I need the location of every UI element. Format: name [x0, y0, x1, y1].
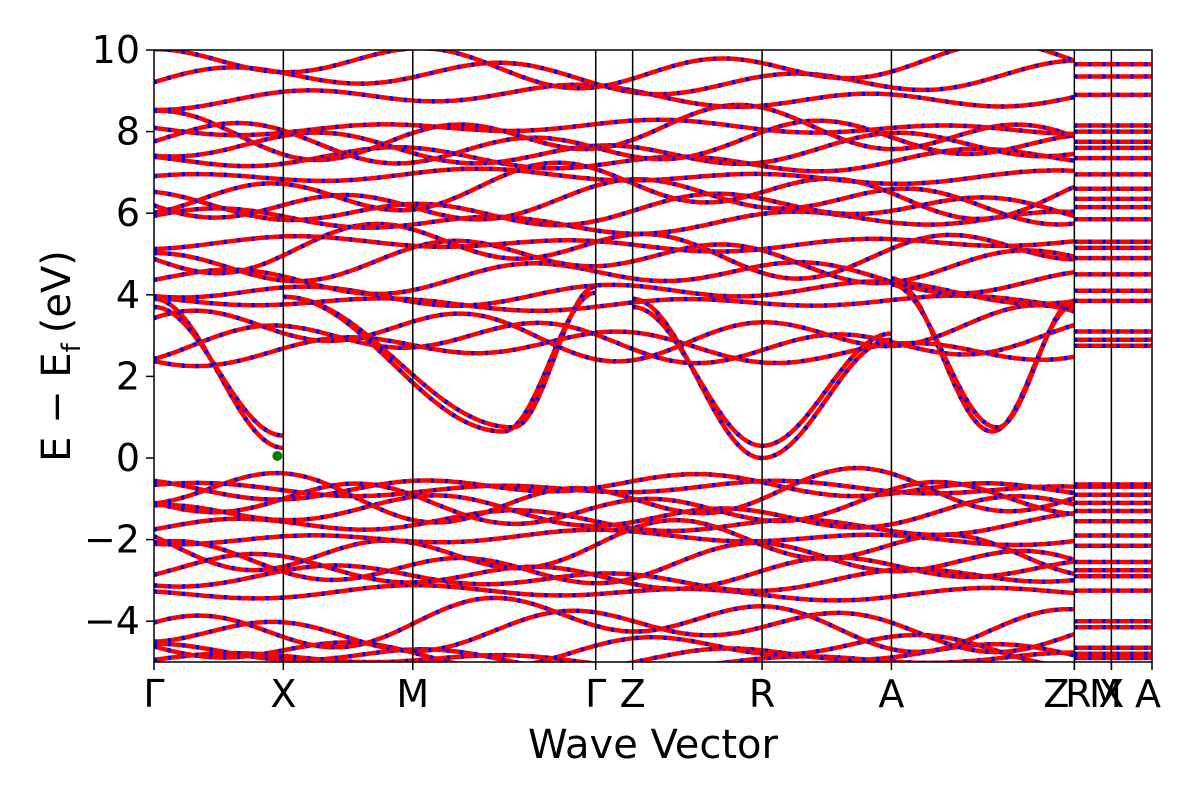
- plot-frame: [153, 49, 1153, 663]
- band-10: [154, 527, 1075, 548]
- y-axis-ticks: −4 −2 0 2 4 6 8 10: [84, 28, 154, 643]
- valley-band-7-dn: [891, 282, 1075, 430]
- y-tick-label: 8: [116, 110, 140, 154]
- y-axis-title: E − Ef (eV): [34, 250, 87, 462]
- y-tick-label: 2: [116, 354, 140, 398]
- band-24: [154, 221, 1075, 281]
- y-tick-label: 6: [116, 191, 140, 235]
- x-tick-label: R: [1065, 672, 1091, 716]
- band-28-dn: [154, 177, 1075, 227]
- x-tick-label: M: [396, 672, 429, 716]
- x-tick-label: X: [270, 672, 296, 716]
- valley-band-1-dn: [283, 284, 597, 430]
- y-tick-label: 0: [116, 436, 140, 480]
- y-tick-label: −2: [84, 518, 140, 562]
- x-tick-label: Z: [620, 672, 646, 716]
- band-25-dn: [154, 233, 1075, 254]
- y-tick-label: 10: [92, 28, 140, 72]
- band-edge-dot: [272, 450, 283, 461]
- band-32: [154, 130, 1075, 167]
- x-tick-label: Γ: [143, 672, 164, 716]
- band-30: [154, 166, 1075, 187]
- band-14-dn: [154, 465, 1076, 525]
- band-32-dn: [154, 130, 1075, 167]
- band-17-dn: [154, 329, 1075, 369]
- x-tick-label: R: [749, 672, 775, 716]
- x-tick-label: M: [1089, 672, 1122, 716]
- band-12-dn: [154, 493, 1075, 530]
- x-tick-label: A: [1135, 672, 1161, 716]
- band-37-dn: [154, 58, 1075, 97]
- band-21-dn: [154, 279, 1075, 308]
- band-38-dn: [154, 50, 1076, 91]
- valley-band-3: [154, 304, 285, 438]
- band-16-dn: [154, 471, 1075, 502]
- band-lines: [154, 50, 1152, 662]
- y-tick-label: 4: [116, 273, 140, 317]
- high-symmetry-lines: [282, 50, 1113, 662]
- band-6-dn: [154, 563, 1075, 594]
- band-19-dn: [154, 303, 1076, 364]
- y-axis-title-main: E − E: [34, 352, 80, 462]
- x-axis-title: Wave Vector: [528, 722, 779, 768]
- x-tick-label: A: [878, 672, 904, 716]
- band-3-dn: [154, 608, 1076, 655]
- band-15-dn: [154, 478, 1075, 499]
- band-35-dn: [154, 117, 1075, 138]
- x-axis-ticks: Γ X M Γ Z R A ZR XM A: [143, 662, 1161, 716]
- band-29-dn: [154, 160, 1076, 222]
- band-18: [154, 320, 1076, 366]
- y-axis-title-subscript: f: [57, 342, 87, 352]
- band-edge-markers: [272, 450, 283, 461]
- y-axis-title-unit: (eV): [34, 250, 80, 333]
- band-8: [154, 538, 1076, 586]
- band-1-dn: [154, 641, 1075, 662]
- x-tick-label: Z: [1043, 672, 1069, 716]
- x-tick-label: Γ: [585, 672, 606, 716]
- x-tick-label: X: [1098, 672, 1124, 716]
- band-4: [154, 595, 1075, 655]
- band-5: [154, 582, 1075, 603]
- y-tick-label: −4: [84, 599, 140, 643]
- band-23-dn: [154, 238, 1075, 286]
- band-34-dn: [154, 102, 1076, 163]
- band-27-dn: [154, 189, 1076, 228]
